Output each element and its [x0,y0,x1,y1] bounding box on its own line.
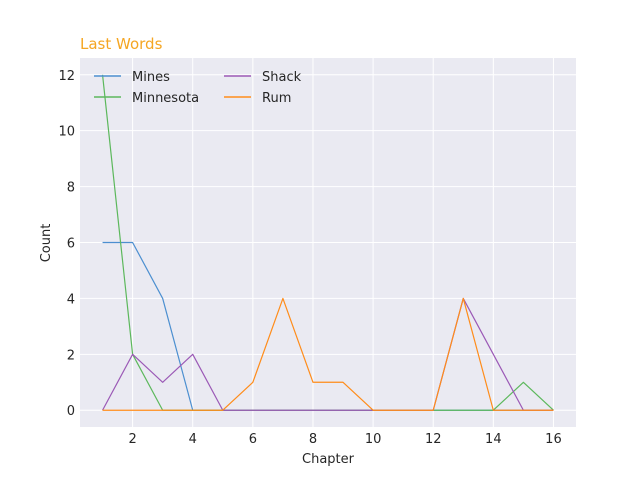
x-tick-label: 6 [249,432,257,447]
x-tick-label: 8 [309,432,317,447]
x-tick-label: 16 [545,432,562,447]
y-axis-label: Count [39,224,54,263]
x-tick-label: 2 [128,432,136,447]
legend-label: Rum [262,91,291,106]
y-tick-label: 4 [67,292,75,307]
x-tick-label: 4 [189,432,197,447]
series-line-rum [102,297,554,411]
series-layer [101,74,554,411]
x-axis-label: Chapter [302,452,355,467]
chart-title: Last Words [80,35,163,53]
legend-label: Minnesota [132,91,199,106]
legend-label: Mines [132,70,170,85]
y-tick-label: 8 [67,181,75,196]
x-tick-labels: 2 4 6 8 10 12 14 16 [128,432,561,447]
y-tick-label: 6 [67,237,75,252]
y-tick-labels: 0 2 4 6 8 10 12 [58,69,75,419]
x-tick-label: 14 [485,432,502,447]
legend-label: Shack [262,70,302,85]
legend: Mines Minnesota Shack Rum [94,70,302,106]
y-tick-label: 12 [58,69,75,84]
y-tick-label: 10 [58,125,75,140]
series-line-shack [102,297,554,411]
y-tick-label: 2 [67,348,75,363]
x-tick-label: 12 [425,432,442,447]
y-tick-label: 0 [67,404,75,419]
grid [80,58,576,427]
x-tick-label: 10 [365,432,382,447]
